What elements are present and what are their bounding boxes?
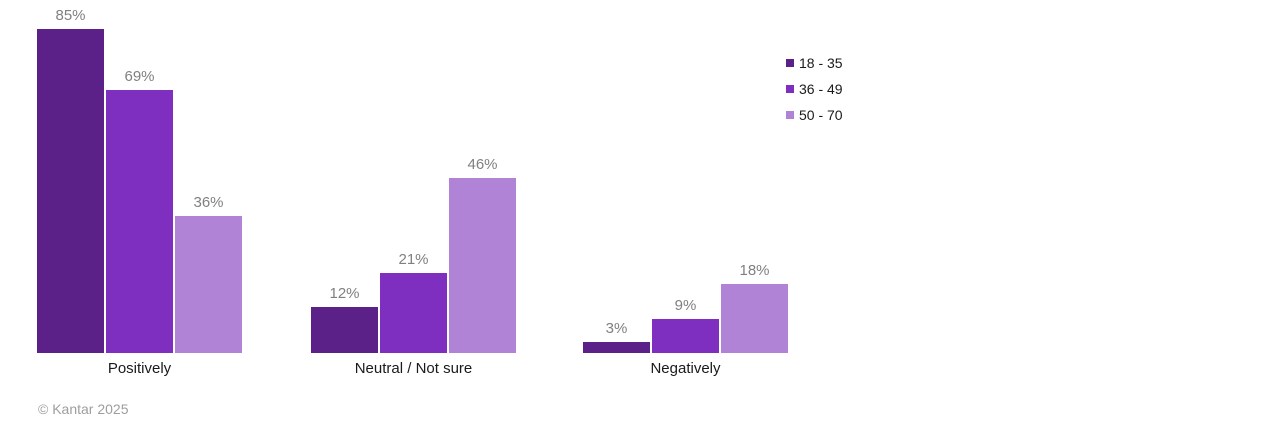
- copyright-text: © Kantar 2025: [38, 401, 129, 417]
- legend: 18 - 35 36 - 49 50 - 70: [786, 55, 843, 123]
- legend-swatch-icon: [786, 85, 794, 93]
- bar: [380, 273, 447, 353]
- legend-label: 18 - 35: [799, 55, 843, 71]
- bar-column: 3%: [583, 320, 650, 353]
- bar-value-label: 18%: [739, 262, 770, 280]
- legend-label: 36 - 49: [799, 81, 843, 97]
- bar-column: 46%: [449, 156, 516, 353]
- category-label: Negatively: [650, 360, 721, 377]
- bar-value-label: 12%: [329, 285, 360, 303]
- bar-value-label: 36%: [193, 193, 224, 211]
- legend-item: 50 - 70: [786, 107, 843, 123]
- category-label: Neutral / Not sure: [354, 360, 473, 377]
- bar: [652, 318, 719, 353]
- category-label: Positively: [107, 360, 172, 377]
- bar: [311, 307, 378, 353]
- bar-value-label: 69%: [124, 68, 155, 86]
- bar-value-label: 9%: [674, 296, 697, 314]
- bar-group: 12% 21% 46%: [311, 156, 516, 353]
- bar: [175, 215, 242, 353]
- bar-value-label: 85%: [55, 7, 86, 25]
- bar: [37, 29, 104, 353]
- legend-item: 18 - 35: [786, 55, 843, 71]
- bar-column: 36%: [175, 194, 242, 353]
- bar: [106, 90, 173, 353]
- bar-value-label: 46%: [467, 155, 498, 173]
- legend-item: 36 - 49: [786, 81, 843, 97]
- bar-column: 9%: [652, 297, 719, 353]
- bar: [721, 284, 788, 353]
- bar-group: 85% 69% 36%: [37, 7, 242, 353]
- bar-column: 21%: [380, 251, 447, 353]
- bar-column: 12%: [311, 285, 378, 353]
- legend-swatch-icon: [786, 59, 794, 67]
- bar-column: 69%: [106, 68, 173, 353]
- legend-label: 50 - 70: [799, 107, 843, 123]
- bar-column: 18%: [721, 262, 788, 353]
- bar-column: 85%: [37, 7, 104, 353]
- bar: [583, 341, 650, 353]
- bar-value-label: 21%: [398, 251, 429, 268]
- legend-swatch-icon: [786, 111, 794, 119]
- bar: [449, 177, 516, 353]
- bar-value-label: 3%: [605, 319, 628, 337]
- bar-group: 3% 9% 18%: [583, 262, 788, 353]
